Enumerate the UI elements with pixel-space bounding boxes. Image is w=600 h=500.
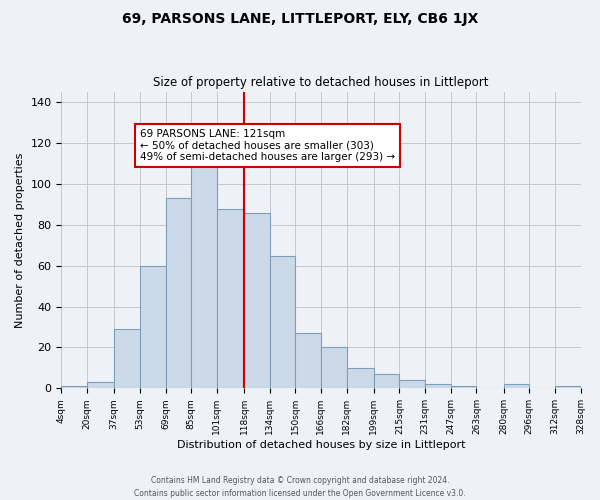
Bar	[503, 384, 529, 388]
Bar	[87, 382, 114, 388]
Bar	[140, 266, 166, 388]
X-axis label: Distribution of detached houses by size in Littleport: Distribution of detached houses by size …	[177, 440, 465, 450]
Bar	[400, 380, 425, 388]
Bar	[555, 386, 580, 388]
Bar	[114, 329, 140, 388]
Text: 69 PARSONS LANE: 121sqm
← 50% of detached houses are smaller (303)
49% of semi-d: 69 PARSONS LANE: 121sqm ← 50% of detache…	[140, 129, 395, 162]
Bar	[269, 256, 295, 388]
Bar	[295, 333, 321, 388]
Bar	[425, 384, 451, 388]
Text: 69, PARSONS LANE, LITTLEPORT, ELY, CB6 1JX: 69, PARSONS LANE, LITTLEPORT, ELY, CB6 1…	[122, 12, 478, 26]
Y-axis label: Number of detached properties: Number of detached properties	[15, 152, 25, 328]
Bar	[244, 212, 269, 388]
Bar	[374, 374, 400, 388]
Bar	[217, 208, 244, 388]
Bar	[61, 386, 87, 388]
Bar	[191, 166, 217, 388]
Bar	[347, 368, 374, 388]
Bar	[166, 198, 191, 388]
Bar	[321, 348, 347, 389]
Text: Contains HM Land Registry data © Crown copyright and database right 2024.
Contai: Contains HM Land Registry data © Crown c…	[134, 476, 466, 498]
Title: Size of property relative to detached houses in Littleport: Size of property relative to detached ho…	[153, 76, 489, 90]
Bar	[451, 386, 476, 388]
